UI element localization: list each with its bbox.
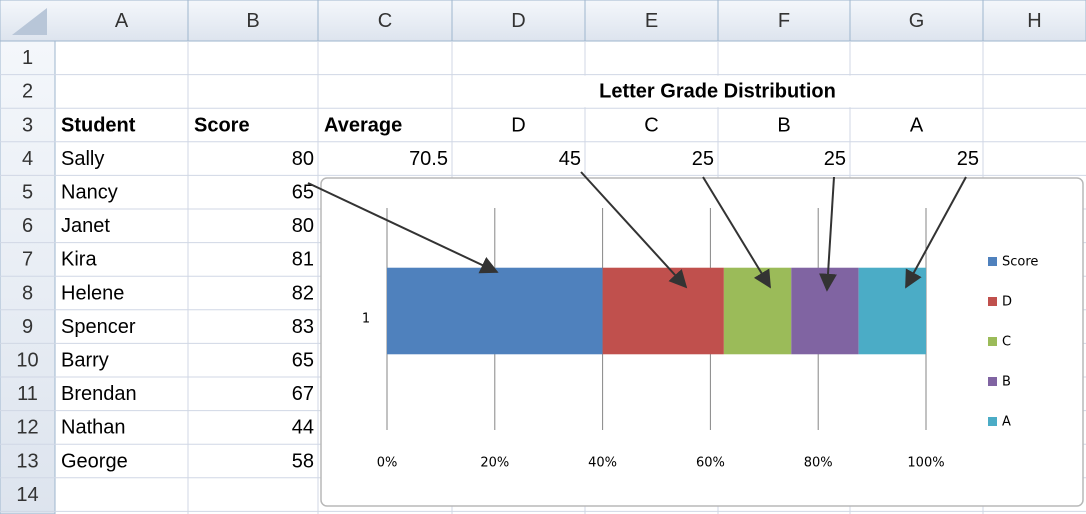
- row-header: 8: [22, 282, 33, 304]
- row-header: 14: [16, 484, 38, 506]
- column-header: D: [511, 10, 525, 32]
- cell-text: Helene: [61, 282, 124, 304]
- row-header: 11: [17, 383, 38, 405]
- row-header: 3: [22, 114, 33, 136]
- arrow: [307, 182, 499, 274]
- row-header-bar: [0, 40, 56, 514]
- y-tick-label: 1: [362, 312, 370, 327]
- arrow: [580, 171, 688, 289]
- cell-text: D: [511, 114, 525, 136]
- legend-label: B: [1002, 375, 1011, 390]
- annotation-arrows: [307, 171, 967, 292]
- bar-segment: [723, 267, 792, 355]
- row-header: 4: [22, 148, 33, 170]
- bar-segment: [387, 267, 603, 355]
- arrow: [905, 176, 967, 289]
- cell-text: Sally: [61, 148, 104, 170]
- column-header: E: [645, 10, 658, 32]
- cell-text: 65: [292, 181, 314, 203]
- x-tick-label: 20%: [480, 456, 509, 471]
- legend-label: A: [1002, 415, 1011, 430]
- row-header: 7: [22, 249, 33, 271]
- legend-swatch: [988, 257, 997, 266]
- cell-text: George: [61, 450, 128, 472]
- row-header: 2: [22, 81, 33, 103]
- row-header: 12: [16, 417, 38, 439]
- cell-text: Letter Grade Distribution: [599, 81, 836, 103]
- cell-text: 70.5: [409, 148, 448, 170]
- bar-segment: [791, 267, 859, 355]
- row-header: 9: [22, 316, 33, 338]
- column-header: B: [246, 10, 259, 32]
- cell-text: Score: [194, 114, 250, 136]
- column-header: A: [115, 10, 129, 32]
- cell-text: Nancy: [61, 181, 118, 203]
- column-header: C: [378, 10, 392, 32]
- cell-text: 58: [292, 450, 314, 472]
- cell-text: Brendan: [61, 383, 137, 405]
- cell-text: 25: [692, 148, 714, 170]
- x-tick-label: 80%: [804, 456, 833, 471]
- x-tick-label: 60%: [696, 456, 725, 471]
- legend-label: Score: [1002, 255, 1038, 270]
- cell-text: B: [777, 114, 790, 136]
- column-header: F: [778, 10, 790, 32]
- cell-text: 67: [292, 383, 314, 405]
- cell-text: 80: [292, 215, 314, 237]
- cell-text: C: [644, 114, 658, 136]
- cell-text: 81: [292, 249, 314, 271]
- merged-cell: [453, 75, 982, 108]
- arrow: [702, 176, 771, 289]
- cell-text: 83: [292, 316, 314, 338]
- row-header: 10: [16, 349, 38, 371]
- cell-text: A: [910, 114, 924, 136]
- select-all: [12, 8, 47, 35]
- cell-text: 65: [292, 349, 314, 371]
- cell-text: 25: [824, 148, 846, 170]
- legend-label: C: [1002, 335, 1011, 350]
- row-header: 6: [22, 215, 33, 237]
- x-tick-label: 100%: [907, 456, 944, 471]
- row-header: 1: [22, 47, 33, 69]
- cell-text: Kira: [61, 249, 97, 271]
- row-header: 5: [22, 181, 33, 203]
- legend-swatch: [988, 297, 997, 306]
- bar-segment: [602, 267, 724, 355]
- arrow: [819, 176, 837, 292]
- bar-segment: [858, 267, 926, 355]
- column-header: H: [1027, 10, 1041, 32]
- cell-text: Nathan: [61, 417, 126, 439]
- legend-label: D: [1002, 295, 1012, 310]
- column-header-bar: [0, 0, 1086, 42]
- cell-text: 25: [957, 148, 979, 170]
- cell-text: Barry: [61, 349, 109, 371]
- legend-swatch: [988, 337, 997, 346]
- cell-text: Student: [61, 114, 136, 136]
- cell-text: 45: [559, 148, 581, 170]
- x-tick-label: 40%: [588, 456, 617, 471]
- row-header: 13: [16, 450, 38, 472]
- cell-text: 80: [292, 148, 314, 170]
- legend-swatch: [988, 377, 997, 386]
- cell-text: 82: [292, 282, 314, 304]
- cell-text: Spencer: [61, 316, 136, 338]
- legend-swatch: [988, 417, 997, 426]
- cell-text: 44: [292, 417, 314, 439]
- cell-text: Average: [324, 114, 402, 136]
- column-header: G: [909, 10, 925, 32]
- cell-text: Janet: [61, 215, 110, 237]
- x-tick-label: 0%: [377, 456, 398, 471]
- embedded-chart: 0% 20% 40% 60% 80% 100% 1 Score D C B A: [320, 177, 1084, 507]
